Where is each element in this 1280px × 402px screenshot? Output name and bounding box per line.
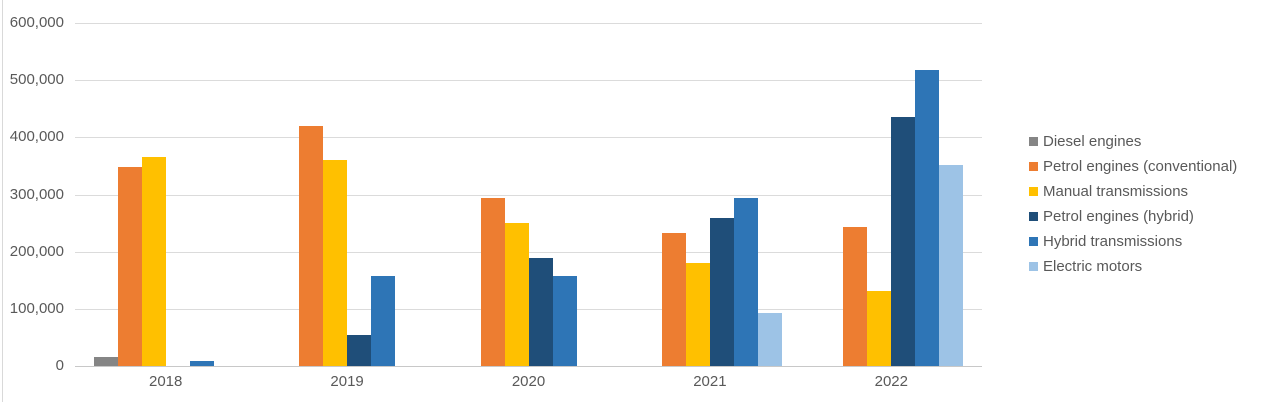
bar-hybrid-transmissions-2019: [371, 276, 396, 366]
legend-item-manual-transmissions: Manual transmissions: [1029, 179, 1237, 204]
gridline: [75, 137, 982, 138]
y-axis-tick-label: 0: [55, 357, 64, 374]
bar-electric-motors-2021: [757, 313, 782, 366]
gridline: [75, 195, 982, 196]
legend-swatch-icon: [1029, 262, 1038, 271]
legend-item-hybrid-transmissions: Hybrid transmissions: [1029, 229, 1237, 254]
bar-petrol-engines-hybrid-2021: [709, 217, 734, 366]
x-axis-category-label: 2018: [149, 373, 183, 390]
legend-item-electric-motors: Electric motors: [1029, 254, 1237, 279]
y-axis-tick-label: 600,000: [9, 14, 64, 31]
bar-petrol-engines-hybrid-2022: [891, 117, 916, 366]
legend-label: Petrol engines (hybrid): [1043, 208, 1194, 225]
legend-label: Petrol engines (conventional): [1043, 158, 1238, 175]
legend-label: Manual transmissions: [1043, 183, 1189, 200]
legend-label: Electric motors: [1043, 258, 1143, 275]
x-axis-line: [75, 366, 982, 367]
legend-label: Diesel engines: [1043, 133, 1142, 150]
bar-hybrid-transmissions-2020: [552, 276, 577, 366]
bar-petrol-engines-conventional-2021: [661, 233, 686, 366]
pane-left-border: [2, 0, 3, 402]
x-axis-category-label: 2019: [330, 373, 364, 390]
legend-label: Hybrid transmissions: [1043, 233, 1183, 250]
bar-petrol-engines-conventional-2018: [117, 167, 142, 366]
gridline: [75, 23, 982, 24]
bar-petrol-engines-conventional-2022: [843, 227, 868, 366]
legend-swatch-icon: [1029, 187, 1038, 196]
legend: Diesel engines Petrol engines (convention…: [1029, 129, 1237, 279]
legend-swatch-icon: [1029, 237, 1038, 246]
bar-hybrid-transmissions-2022: [915, 69, 940, 366]
bar-manual-transmissions-2022: [867, 291, 892, 366]
legend-swatch-icon: [1029, 162, 1038, 171]
y-axis-tick-label: 300,000: [9, 186, 64, 203]
legend-swatch-icon: [1029, 137, 1038, 146]
bar-manual-transmissions-2021: [685, 263, 710, 366]
gridline: [75, 252, 982, 253]
bar-manual-transmissions-2018: [141, 157, 166, 366]
y-axis-tick-label: 200,000: [9, 243, 64, 260]
bar-petrol-engines-hybrid-2019: [347, 335, 372, 366]
legend-item-petrol-engines-hybrid: Petrol engines (hybrid): [1029, 204, 1237, 229]
bar-manual-transmissions-2019: [323, 160, 348, 366]
bar-petrol-engines-conventional-2019: [299, 125, 324, 366]
bar-electric-motors-2022: [939, 164, 964, 366]
legend-swatch-icon: [1029, 212, 1038, 221]
x-axis-category-label: 2021: [693, 373, 727, 390]
bar-diesel-engines-2018: [93, 357, 118, 366]
gridline: [75, 80, 982, 81]
y-axis-tick-label: 400,000: [9, 128, 64, 145]
bar-manual-transmissions-2020: [504, 223, 529, 366]
x-axis-category-label: 2020: [511, 373, 546, 390]
x-axis-category-label: 2022: [874, 373, 908, 390]
legend-item-petrol-engines-conventional: Petrol engines (conventional): [1029, 154, 1237, 179]
bar-hybrid-transmissions-2018: [189, 361, 214, 366]
y-axis-tick-label: 100,000: [9, 300, 64, 317]
legend-item-diesel-engines: Diesel engines: [1029, 129, 1237, 154]
y-axis-tick-label: 500,000: [9, 71, 64, 88]
bar-petrol-engines-hybrid-2020: [528, 258, 553, 366]
bar-hybrid-transmissions-2021: [733, 197, 758, 366]
bar-petrol-engines-conventional-2020: [480, 197, 505, 366]
